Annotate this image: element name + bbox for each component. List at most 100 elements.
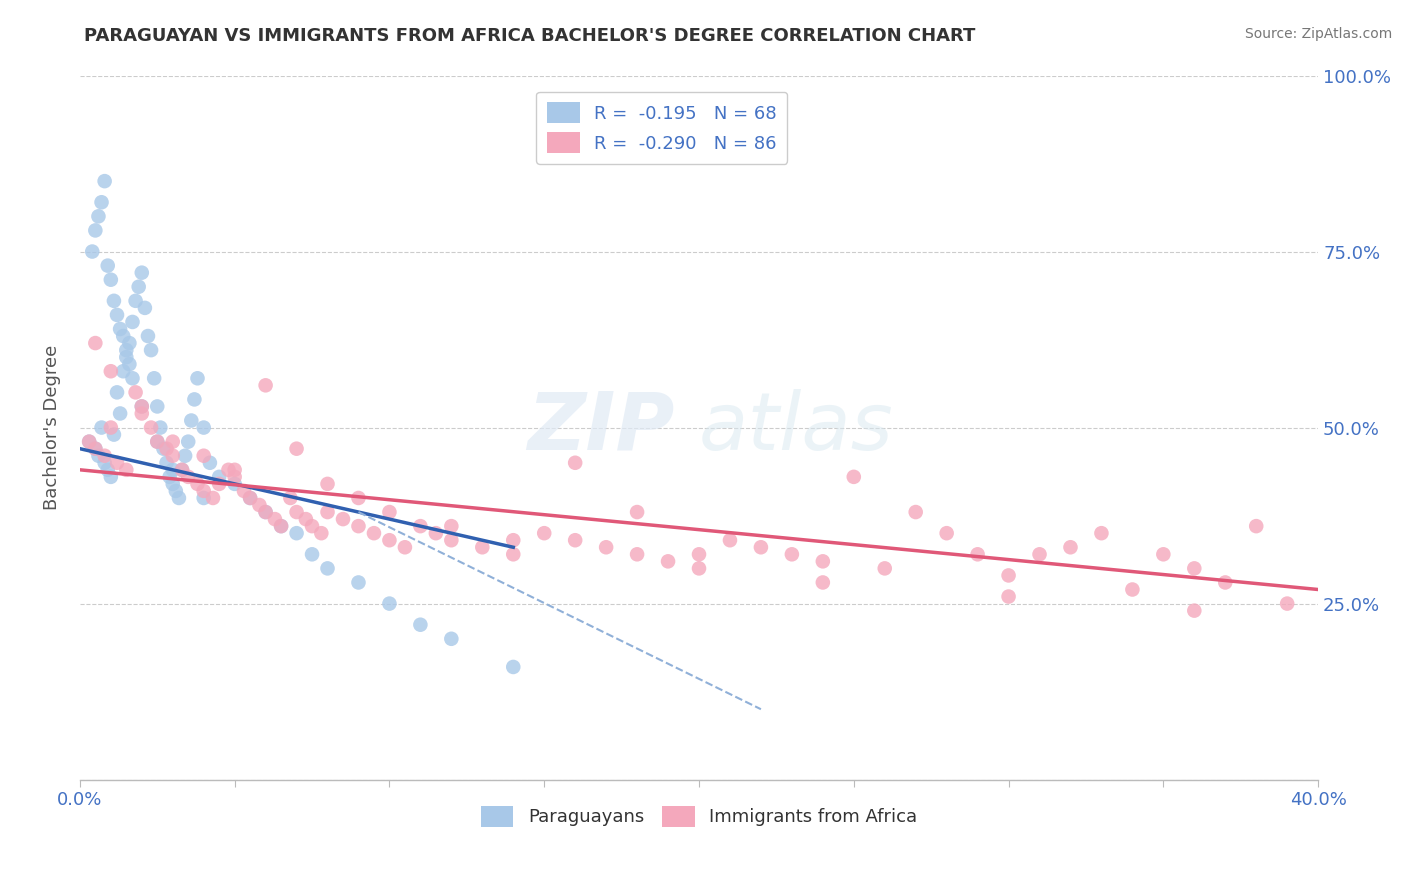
Point xyxy=(100,420,122,434)
Point xyxy=(100,273,122,287)
Point xyxy=(131,266,153,280)
Point xyxy=(254,378,277,392)
Point xyxy=(502,547,524,561)
Point xyxy=(657,554,679,568)
Point xyxy=(100,364,122,378)
Point xyxy=(146,434,169,449)
Point xyxy=(811,575,834,590)
Point xyxy=(208,476,231,491)
Point xyxy=(232,483,254,498)
Point xyxy=(935,526,957,541)
Point xyxy=(155,456,177,470)
Point xyxy=(626,547,648,561)
Point xyxy=(208,470,231,484)
Point xyxy=(363,526,385,541)
Point xyxy=(131,400,153,414)
Point xyxy=(162,434,184,449)
Point xyxy=(347,519,370,533)
Point xyxy=(103,427,125,442)
Point xyxy=(966,547,988,561)
Point xyxy=(93,449,115,463)
Point xyxy=(115,463,138,477)
Point xyxy=(84,442,107,456)
Point xyxy=(198,456,221,470)
Point xyxy=(84,223,107,237)
Point xyxy=(1182,561,1205,575)
Point xyxy=(224,463,246,477)
Point xyxy=(105,456,128,470)
Point xyxy=(121,371,143,385)
Point xyxy=(1213,575,1236,590)
Point xyxy=(118,357,141,371)
Point xyxy=(100,470,122,484)
Point xyxy=(124,293,146,308)
Point xyxy=(842,470,865,484)
Point xyxy=(131,400,153,414)
Point xyxy=(84,336,107,351)
Point xyxy=(873,561,896,575)
Point xyxy=(93,174,115,188)
Point xyxy=(193,449,215,463)
Point xyxy=(316,476,339,491)
Point xyxy=(626,505,648,519)
Point xyxy=(285,505,308,519)
Point xyxy=(440,533,463,548)
Point xyxy=(152,442,174,456)
Point xyxy=(146,434,169,449)
Point xyxy=(1182,604,1205,618)
Point xyxy=(124,385,146,400)
Point xyxy=(155,442,177,456)
Point xyxy=(378,505,401,519)
Point xyxy=(128,279,150,293)
Point xyxy=(77,434,100,449)
Point xyxy=(115,343,138,358)
Point xyxy=(77,434,100,449)
Point xyxy=(270,519,292,533)
Point xyxy=(177,434,200,449)
Point xyxy=(301,519,323,533)
Point xyxy=(280,491,302,505)
Point xyxy=(440,519,463,533)
Point xyxy=(688,547,710,561)
Point xyxy=(217,463,239,477)
Point xyxy=(533,526,555,541)
Point xyxy=(112,364,135,378)
Point xyxy=(780,547,803,561)
Point xyxy=(183,392,205,407)
Point xyxy=(186,476,208,491)
Point xyxy=(425,526,447,541)
Point xyxy=(97,463,120,477)
Point xyxy=(149,420,172,434)
Point xyxy=(162,449,184,463)
Point xyxy=(270,519,292,533)
Point xyxy=(311,526,333,541)
Point xyxy=(186,371,208,385)
Point xyxy=(471,541,494,555)
Point xyxy=(749,541,772,555)
Point xyxy=(997,568,1019,582)
Point xyxy=(254,505,277,519)
Text: Source: ZipAtlas.com: Source: ZipAtlas.com xyxy=(1244,27,1392,41)
Point xyxy=(332,512,354,526)
Point xyxy=(595,541,617,555)
Point xyxy=(295,512,318,526)
Point xyxy=(239,491,262,505)
Point xyxy=(112,329,135,343)
Point xyxy=(118,336,141,351)
Text: PARAGUAYAN VS IMMIGRANTS FROM AFRICA BACHELOR'S DEGREE CORRELATION CHART: PARAGUAYAN VS IMMIGRANTS FROM AFRICA BAC… xyxy=(84,27,976,45)
Point xyxy=(87,449,110,463)
Legend: Paraguayans, Immigrants from Africa: Paraguayans, Immigrants from Africa xyxy=(474,798,924,834)
Point xyxy=(193,491,215,505)
Point xyxy=(143,371,166,385)
Point xyxy=(115,350,138,364)
Point xyxy=(811,554,834,568)
Point xyxy=(997,590,1019,604)
Point xyxy=(1028,547,1050,561)
Point xyxy=(103,293,125,308)
Point xyxy=(201,491,224,505)
Point xyxy=(136,329,159,343)
Point xyxy=(139,343,162,358)
Point xyxy=(1090,526,1112,541)
Point xyxy=(177,470,200,484)
Point xyxy=(193,420,215,434)
